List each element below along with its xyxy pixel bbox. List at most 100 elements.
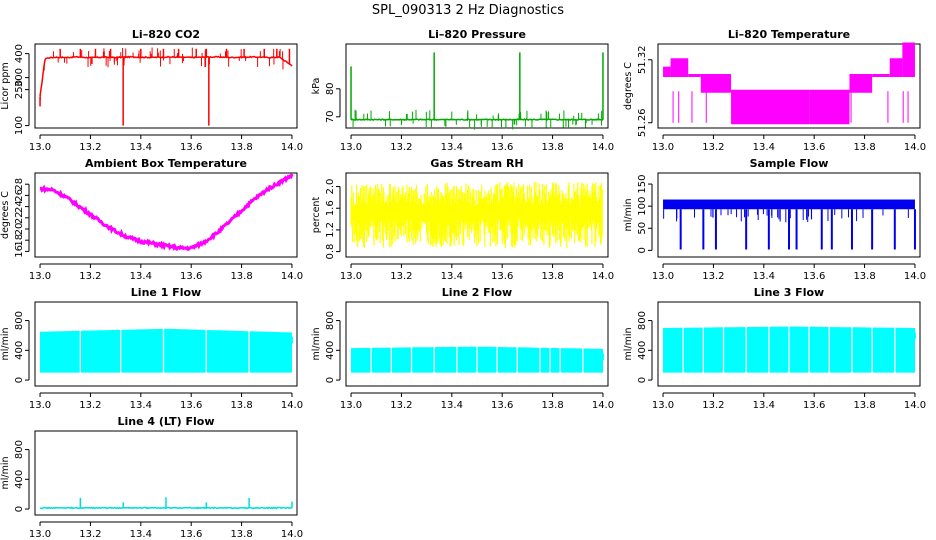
panel-title: Li–820 CO2: [132, 28, 200, 41]
y-tick-label: 100: [14, 116, 25, 135]
temperature-step: [902, 42, 915, 77]
y-tick-label: 24: [14, 200, 25, 213]
panel-rh: Gas Stream RH 13.0 13.2 13.4 13.6 13.8 14.0 0.8…: [311, 157, 614, 282]
y-tick-label: 400: [14, 341, 25, 360]
y-tick-label: 51.32: [637, 45, 648, 74]
x-tick-label: 13.2: [390, 400, 412, 411]
panel-ambient: Ambient Box Temperature 13.0 13.2 13.4 13.6 1…: [0, 157, 303, 282]
x-tick-label: 13.2: [79, 529, 101, 540]
plot-frame: [345, 172, 609, 258]
y-tick-label: 400: [14, 44, 25, 63]
y-tick-label: 400: [325, 341, 336, 360]
y-tick-label: 28: [14, 178, 25, 191]
series-line1: [40, 327, 293, 374]
y-tick-label: 0.8: [325, 244, 336, 260]
x-tick-label: 13.4: [441, 271, 463, 282]
plot-frame: [657, 172, 921, 258]
y-tick-label: 800: [325, 311, 336, 330]
x-tick-label: 13.8: [541, 271, 563, 282]
figure-title: SPL_090313 2 Hz Diagnostics: [372, 3, 564, 18]
series-ambient: [39, 173, 294, 252]
panel-title: Li–820 Pressure: [428, 28, 526, 41]
panel-title: Gas Stream RH: [430, 157, 523, 170]
x-tick-label: 13.6: [803, 400, 825, 411]
series-temperature: [663, 42, 915, 125]
y-axis-label: percent: [311, 197, 322, 234]
series-line4: [39, 497, 293, 510]
series-line: [39, 173, 294, 252]
series-co2: [39, 47, 293, 126]
y-tick-label: 400: [14, 470, 25, 489]
y-tick-label: 20: [14, 223, 25, 236]
x-tick-label: 13.6: [491, 142, 513, 153]
x-tick-label: 13.4: [130, 142, 152, 153]
x-tick-label: 13.2: [79, 142, 101, 153]
y-tick-label: 100: [637, 197, 648, 216]
x-tick-label: 13.4: [130, 271, 152, 282]
x-tick-label: 13.4: [441, 400, 463, 411]
y-tick-label: 16: [14, 245, 25, 258]
temperature-step: [849, 74, 873, 93]
series-line3: [663, 325, 916, 374]
x-tick-label: 13.2: [702, 271, 724, 282]
x-tick-label: 13.4: [130, 400, 152, 411]
x-tick-label: 14.0: [281, 142, 303, 153]
panel-line4: Line 4 (LT) Flow 13.0 13.2 13.4 13.6 13.8 14.0…: [0, 415, 303, 540]
series-rh: [350, 181, 603, 249]
plot-frame: [345, 301, 609, 387]
plot-frame: [657, 301, 921, 387]
y-axis-label: ml/min: [623, 327, 634, 360]
panel-pressure: Li–820 Pressure 13.0 13.2 13.4 13.6 13.8 14.0 7…: [311, 28, 614, 153]
x-tick-label: 13.8: [853, 271, 875, 282]
y-axis-label: kPa: [311, 78, 322, 95]
x-tick-label: 13.0: [29, 271, 51, 282]
y-tick-label: 150: [637, 175, 648, 194]
x-tick-label: 13.2: [79, 400, 101, 411]
y-tick-label: 400: [637, 341, 648, 360]
y-axis-label: Licor ppm: [0, 62, 11, 109]
x-tick-label: 13.8: [541, 142, 563, 153]
x-tick-label: 13.6: [491, 271, 513, 282]
x-tick-label: 14.0: [281, 271, 303, 282]
x-tick-label: 13.6: [180, 400, 202, 411]
panel-title: Line 4 (LT) Flow: [118, 415, 215, 428]
flow-band: [40, 328, 292, 373]
y-tick-label: 70: [325, 110, 336, 123]
panel-title: Ambient Box Temperature: [85, 157, 247, 170]
x-tick-label: 14.0: [904, 142, 926, 153]
temperature-step: [688, 74, 701, 77]
y-axis-label: ml/min: [311, 327, 322, 360]
panel-line2: Line 2 Flow 13.0 13.2 13.4 13.6 13.8 14.0 0 400 8…: [311, 286, 614, 411]
y-tick-label: 26: [14, 189, 25, 202]
x-tick-label: 13.8: [230, 142, 252, 153]
x-tick-label: 14.0: [592, 400, 614, 411]
panel-title: Li–820 Temperature: [728, 28, 850, 41]
y-tick-label: 0: [637, 247, 648, 253]
series-line: [39, 506, 293, 510]
x-tick-label: 13.6: [803, 271, 825, 282]
flow-band: [663, 199, 915, 210]
temperature-step: [889, 58, 903, 77]
y-tick-label: 250: [14, 80, 25, 99]
x-tick-label: 13.0: [340, 142, 362, 153]
panel-title: Line 3 Flow: [754, 286, 824, 299]
panel-temperature: Li–820 Temperature 13.0 13.2 13.4 13.6 13.8 14…: [623, 28, 926, 153]
y-tick-label: 1.6: [325, 200, 336, 216]
panel-title: Sample Flow: [750, 157, 829, 170]
x-tick-label: 13.4: [753, 142, 775, 153]
x-tick-label: 13.8: [853, 400, 875, 411]
x-tick-label: 14.0: [904, 400, 926, 411]
series-line: [39, 55, 293, 97]
x-tick-label: 13.0: [652, 142, 674, 153]
plot-frame: [34, 430, 298, 516]
temperature-step: [663, 66, 671, 77]
y-axis-label: ml/min: [0, 327, 11, 360]
y-tick-label: 800: [14, 311, 25, 330]
x-tick-label: 14.0: [592, 271, 614, 282]
x-tick-label: 13.8: [541, 400, 563, 411]
x-tick-label: 13.0: [652, 400, 674, 411]
x-tick-label: 14.0: [904, 271, 926, 282]
y-tick-label: 800: [14, 440, 25, 459]
y-tick-label: 50: [637, 222, 648, 235]
x-tick-label: 13.2: [390, 142, 412, 153]
